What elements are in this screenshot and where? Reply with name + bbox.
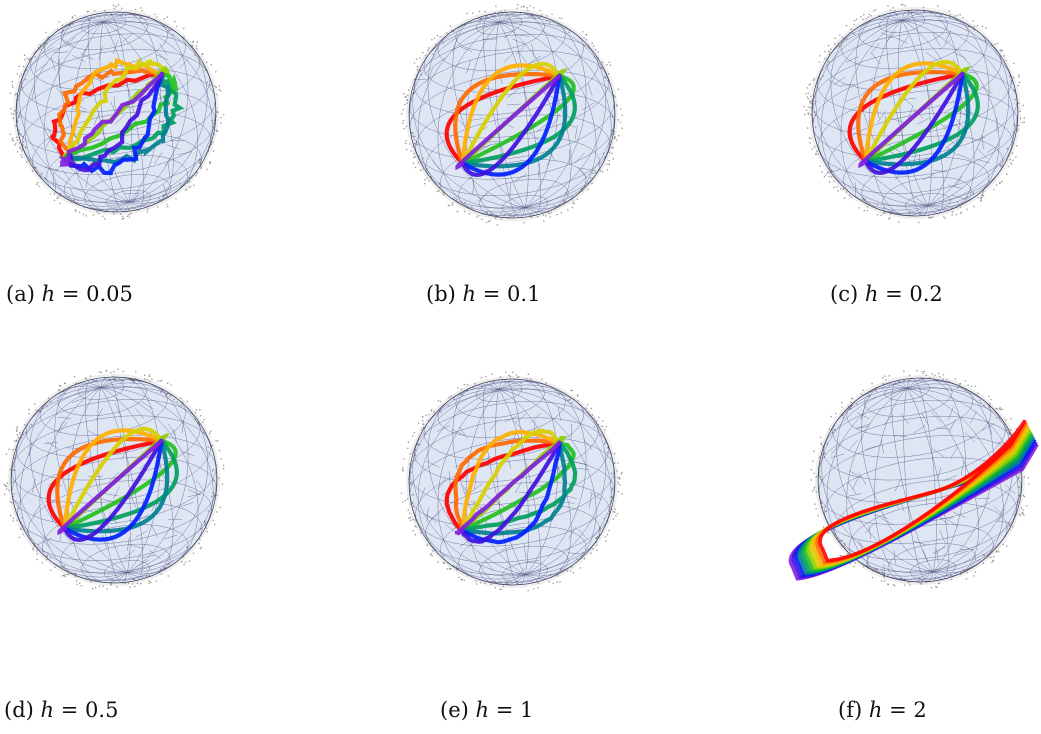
geodesic-curve [863, 71, 965, 176]
geodesic-curves [847, 59, 980, 176]
geodesic-curve [68, 71, 171, 165]
geodesic-curve [863, 71, 979, 164]
geodesic-curve [63, 71, 185, 163]
panel-b: (b) h = 0.1 [395, 0, 735, 340]
caption-variable: h [868, 698, 883, 722]
sphere-mesh [11, 376, 217, 584]
panel-e: (e) h = 1 [395, 370, 735, 734]
sphere-plot-e [400, 371, 624, 592]
geodesic-curve [863, 71, 971, 167]
geodesic-curve [858, 71, 965, 169]
geodesic-curve [62, 438, 170, 534]
panel-d: (d) h = 0.5 [0, 368, 340, 734]
geodesic-curves [444, 61, 577, 178]
caption-label: (a) [6, 282, 35, 306]
geodesic-curve [62, 438, 178, 531]
caption-label: (f) [838, 698, 863, 722]
geodesic-curve [63, 57, 165, 158]
caption-a: (a) h = 0.05 [6, 282, 133, 306]
noise-points [400, 371, 624, 592]
caption-label: (d) [4, 698, 34, 722]
geodesic-curve [455, 73, 562, 171]
caption-f: (f) h = 2 [838, 698, 927, 722]
sphere-plot-a [9, 4, 225, 220]
caption-relation: = [482, 282, 501, 306]
geodesic-curves [444, 428, 578, 545]
caption-value: 0.2 [909, 282, 943, 306]
geodesic-curve [57, 438, 164, 536]
sphere-plot-f [788, 369, 1039, 589]
caption-b: (b) h = 0.1 [426, 282, 540, 306]
caption-variable: h [41, 282, 56, 306]
geodesic-curve [58, 71, 165, 167]
caption-relation: = [885, 282, 903, 306]
geodesic-curve [460, 440, 562, 544]
caption-relation: = [60, 698, 79, 722]
sphere-plot-d [3, 368, 225, 590]
geodesic-curve [460, 440, 576, 533]
geodesic-curve [460, 73, 562, 178]
geodesic-curve [62, 438, 164, 543]
geodesic-curve [68, 71, 165, 176]
caption-value: 1 [520, 698, 534, 722]
sphere-mesh [812, 9, 1018, 217]
caption-value: 0.5 [85, 698, 119, 722]
caption-value: 0.1 [507, 282, 541, 306]
diverging-curve [818, 419, 1027, 563]
caption-c: (c) h = 0.2 [830, 282, 943, 306]
sphere-plot-b [400, 4, 623, 226]
sphere-mesh [818, 377, 1022, 583]
panel-c: (c) h = 0.2 [790, 0, 1041, 340]
caption-relation: = [61, 282, 80, 306]
geodesic-curves [46, 426, 179, 543]
geodesic-curve [863, 59, 965, 164]
geodesic-curve [460, 440, 568, 536]
sphere-mesh [409, 378, 615, 586]
sphere-plot-c [803, 3, 1026, 224]
caption-variable: h [864, 282, 879, 306]
caption-label: (e) [440, 698, 469, 722]
caption-label: (b) [426, 282, 456, 306]
noise-points [3, 368, 225, 590]
geodesic-curves [49, 57, 185, 176]
caption-relation: = [495, 698, 514, 722]
geodesic-curve [62, 426, 164, 531]
caption-relation: = [889, 698, 907, 722]
geodesic-curve [460, 73, 576, 166]
caption-variable: h [40, 698, 55, 722]
caption-value: 0.05 [86, 282, 133, 306]
geodesic-curve [454, 440, 562, 536]
noise-points [9, 4, 225, 220]
caption-variable: h [462, 282, 477, 306]
diverging-curves [788, 419, 1039, 581]
geodesic-curve [460, 73, 568, 169]
caption-variable: h [475, 698, 490, 722]
caption-value: 2 [913, 698, 927, 722]
panel-a: (a) h = 0.05 [0, 0, 340, 340]
caption-label: (c) [830, 282, 859, 306]
caption-d: (d) h = 0.5 [4, 698, 118, 722]
panel-f: (f) h = 2 [778, 369, 1041, 734]
caption-e: (e) h = 1 [440, 698, 533, 722]
geodesic-curve [460, 428, 562, 533]
geodesic-curve [460, 61, 562, 166]
sphere-mesh [16, 11, 216, 213]
geodesic-curve [68, 71, 165, 173]
